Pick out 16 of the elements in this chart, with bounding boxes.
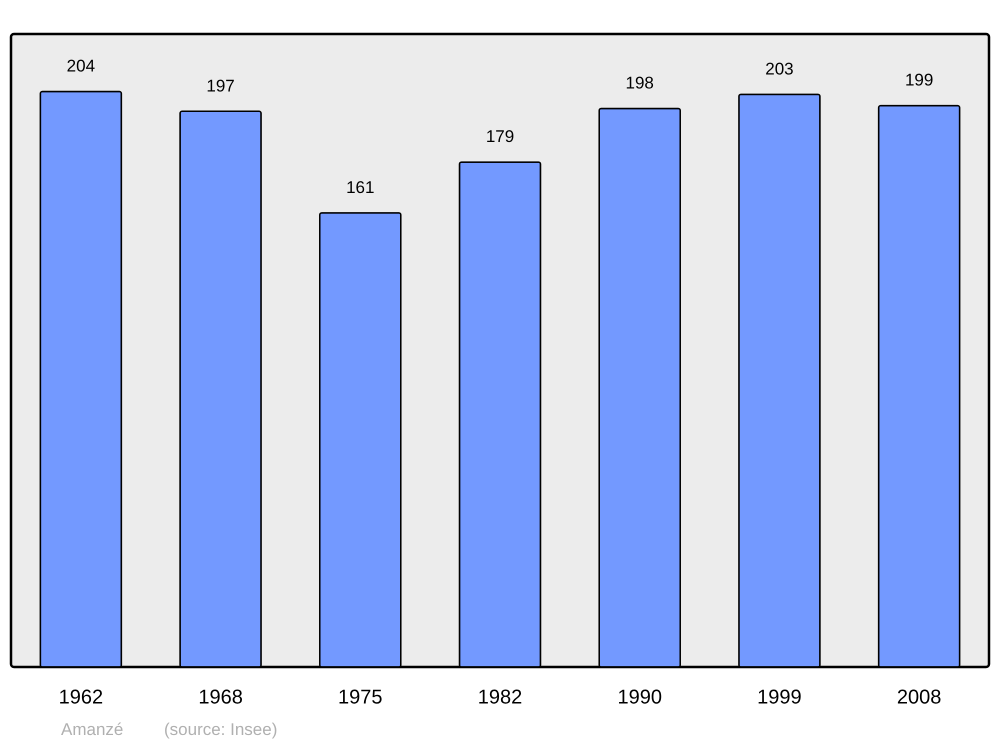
data-label: 161 (346, 178, 374, 197)
x-tick-label: 1982 (478, 686, 522, 708)
x-tick-label: 2008 (896, 686, 942, 708)
x-tick-label: 1962 (58, 686, 104, 708)
text: Amanzé (61, 720, 124, 739)
data-label: 198 (626, 73, 654, 92)
data-label: 199 (904, 70, 934, 90)
data-label: 203 (765, 59, 794, 78)
x-tick-label: 1990 (617, 686, 662, 708)
x-tick-label: 1999 (757, 686, 802, 708)
data-label: 197 (206, 76, 235, 96)
x-tick-label: 1975 (338, 686, 383, 708)
x-tick-label: 1968 (198, 686, 243, 708)
data-label: 179 (486, 127, 514, 146)
text: (source: Insee) (164, 720, 278, 739)
data-label: 204 (66, 56, 96, 76)
